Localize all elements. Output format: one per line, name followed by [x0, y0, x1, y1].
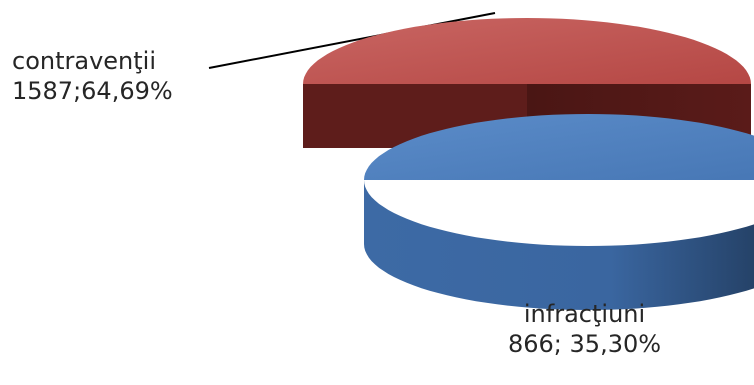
slice-infractiuni-side: [364, 180, 754, 310]
data-label-contraventii: contravenţii 1587;64,69%: [12, 46, 173, 106]
data-label-infractiuni: infracţiuni 866; 35,30%: [508, 299, 661, 359]
slice-contraventii: [303, 18, 751, 84]
leader-line-contraventii: [208, 12, 496, 69]
data-label-infractiuni-name: infracţiuni: [523, 300, 646, 328]
data-label-contraventii-value: 1587;64,69%: [12, 77, 173, 105]
data-label-contraventii-name: contravenţii: [12, 47, 156, 75]
data-label-infractiuni-value: 866; 35,30%: [508, 330, 662, 358]
slice-infractiuni: [364, 114, 754, 180]
